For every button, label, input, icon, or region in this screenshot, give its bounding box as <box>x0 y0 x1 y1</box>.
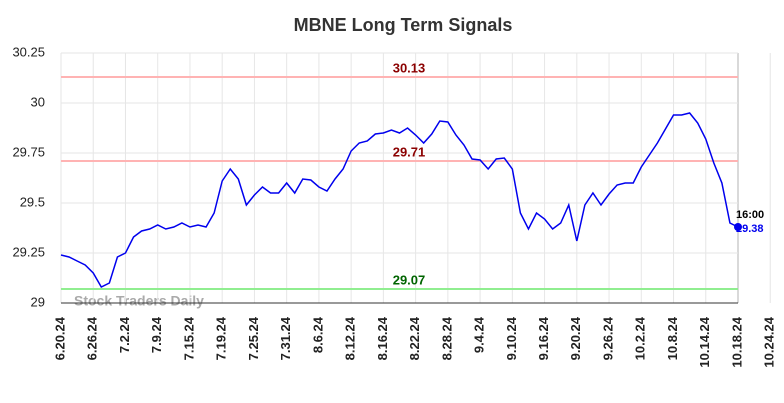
x-tick-label: 9.16.24 <box>536 316 551 360</box>
y-tick-label: 29.5 <box>20 194 45 209</box>
last-time: 16:00 <box>736 209 764 221</box>
x-tick-label: 10.8.24 <box>665 316 680 360</box>
x-tick-label: 9.4.24 <box>472 316 487 353</box>
chart-title: MBNE Long Term Signals <box>294 15 513 35</box>
x-tick-label: 10.2.24 <box>633 316 648 360</box>
x-tick-label: 7.2.24 <box>117 316 132 353</box>
x-tick-label: 7.9.24 <box>149 316 164 353</box>
price-line <box>60 112 739 288</box>
last-point <box>734 223 742 231</box>
signal-label: 30.13 <box>393 60 426 75</box>
y-tick-label: 29 <box>31 294 45 309</box>
x-tick-label: 8.16.24 <box>375 316 390 360</box>
x-tick-label: 7.31.24 <box>278 316 293 360</box>
x-tick-label: 10.18.24 <box>729 316 744 367</box>
y-tick-label: 30.25 <box>12 44 45 59</box>
y-tick-label: 29.25 <box>12 244 45 259</box>
y-tick-label: 29.75 <box>12 144 45 159</box>
x-tick-label: 8.22.24 <box>407 316 422 360</box>
x-tick-label: 6.26.24 <box>85 316 100 360</box>
y-tick-label: 30 <box>31 94 45 109</box>
watermark: Stock Traders Daily <box>74 293 204 309</box>
signal-label: 29.71 <box>393 144 426 159</box>
x-tick-label: 9.26.24 <box>600 316 615 360</box>
x-tick-label: 6.20.24 <box>52 316 67 360</box>
x-tick-label: 7.15.24 <box>181 316 196 360</box>
x-tick-label: 8.12.24 <box>343 316 358 360</box>
last-value: 29.38 <box>736 223 764 235</box>
x-tick-label: 10.24.24 <box>762 316 777 367</box>
x-tick-label: 9.20.24 <box>568 316 583 360</box>
x-tick-label: 8.28.24 <box>439 316 454 360</box>
x-tick-label: 10.14.24 <box>697 316 712 367</box>
x-tick-label: 7.19.24 <box>214 316 229 360</box>
x-tick-label: 9.10.24 <box>504 316 519 360</box>
x-tick-label: 8.6.24 <box>310 316 325 353</box>
signal-label: 29.07 <box>393 272 426 287</box>
x-tick-label: 7.25.24 <box>246 316 261 360</box>
